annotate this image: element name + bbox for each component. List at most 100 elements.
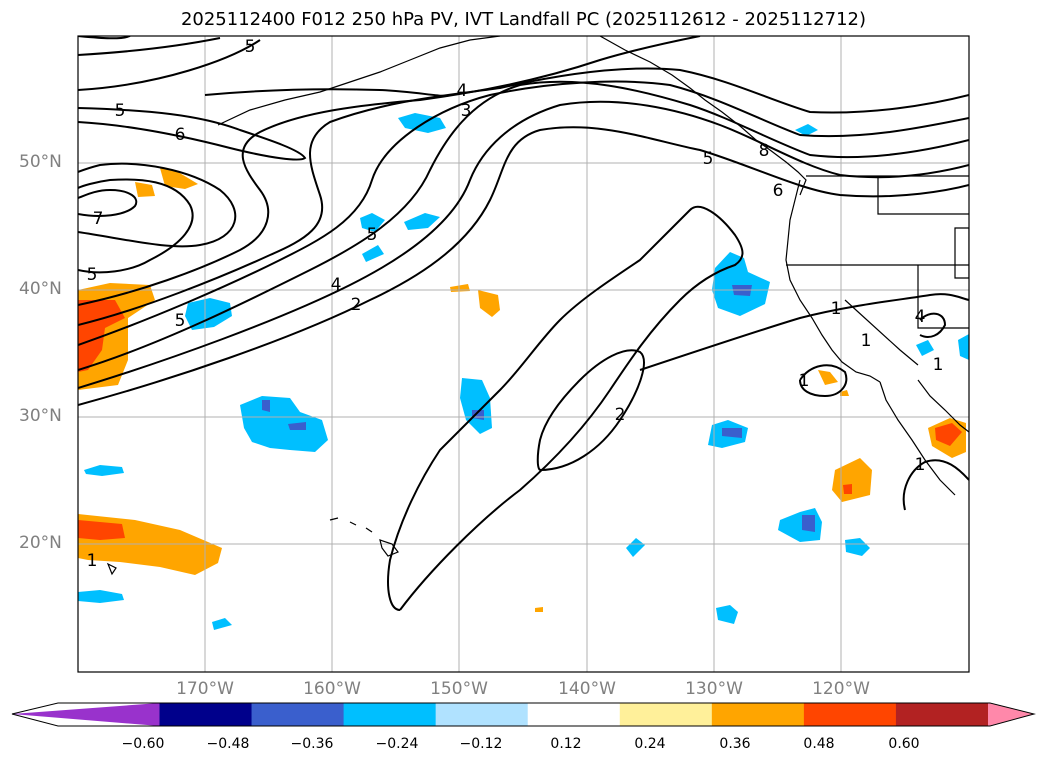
red-blob-baja [843,484,852,494]
contour-label: 4 [915,307,926,327]
colorbar-segment [711,703,805,726]
contour-label: 3 [461,101,472,121]
contour-label: 1 [831,299,842,319]
pv-contours [78,36,969,611]
contour-label: 5 [703,149,714,169]
darkblue-patch-east-mid [722,428,742,438]
orange-blob-socal [818,370,838,385]
colorbar-tick-label: −0.24 [375,736,419,752]
colorbar-tick-label: −0.48 [206,736,250,752]
blue-blob-7 [626,538,645,557]
contour-1-mexico [902,459,969,511]
lat-label: 40°N [19,279,62,299]
colorbar [11,702,1036,727]
contour-label: 5 [87,265,98,285]
red-region-south-west [78,520,125,540]
state-line-2 [877,176,969,215]
colorbar-segment [527,703,621,726]
blue-blob-3 [362,245,384,262]
contour-label: 6 [773,181,784,201]
colorbar-extend-min [12,703,160,726]
map-panel: 5 5 4 3 5 6 7 5 4 2 5 8 6 5 1 1 1 1 2 1 … [77,35,970,673]
contour-label: 1 [87,551,98,571]
colorbar-segment [803,703,897,726]
contour-label: 6 [175,125,186,145]
orange-dot-1 [535,607,543,612]
contour-label: 8 [759,141,770,161]
contour-2-inner [536,349,645,471]
lat-label: 20°N [19,533,62,553]
contour-1-east [639,293,969,371]
contour-label: 5 [367,225,378,245]
colorbar-segment [435,703,529,726]
aleutian-chain [217,36,501,126]
contour-label: 1 [933,355,944,375]
lon-label: 170°W [176,679,234,699]
lon-label: 150°W [430,679,488,699]
contour-2-loop [387,205,744,611]
contour-label: 4 [331,275,342,295]
lon-label: 160°W [303,679,361,699]
blue-blob-2 [404,213,440,230]
lake-box [954,227,969,279]
colorbar-tick-label: 0.12 [550,736,582,752]
contour-label: 7 [93,209,104,229]
contour-label: 5 [115,101,126,121]
orange-dot-2 [840,390,849,396]
contour-label: 5 [245,37,256,57]
orange-blob-baja [832,458,872,502]
darkblue-patch-hawaii-west-2 [288,422,306,430]
lat-label: 50°N [19,152,62,172]
colorbar-tick-label: 0.60 [888,736,920,752]
positive-anomaly-regions [78,168,966,612]
blue-region-offshore [712,252,770,316]
colorbar-tick-label: −0.60 [121,736,165,752]
colorbar-extend-max [988,703,1034,726]
darkblue-patch-hawaii-west-1 [262,400,270,412]
blue-region-dateline [185,298,232,330]
contour-label: 1 [861,331,872,351]
coastlines [106,36,969,576]
colorbar-segment [251,703,345,726]
contour-labels: 5 5 4 3 5 6 7 5 4 2 5 8 6 5 1 1 1 1 2 1 … [87,37,944,571]
lon-label: 120°W [812,679,870,699]
darkblue-patch-south-east [802,515,815,532]
small-island-1 [106,562,117,576]
colorbar-tick-label: 0.36 [719,736,751,752]
blue-blob-9 [795,124,818,136]
contour-label: 5 [175,311,186,331]
orange-blob-north-small [135,182,155,197]
map-frame [77,35,970,673]
contour-label: 1 [799,371,810,391]
blue-blob-4 [84,465,124,476]
negative-anomaly-regions [78,113,969,630]
blue-region-hawaii-west [240,396,328,452]
contour-1-baja [799,364,848,398]
lon-label: 140°W [558,679,616,699]
blue-blob-10 [845,538,870,556]
orange-blob-mid [478,290,500,317]
map-title: 2025112400 F012 250 hPa PV, IVT Landfall… [180,9,867,30]
state-line-3 [917,265,969,329]
blue-blob-11 [916,340,934,356]
alaska-coast [599,36,807,196]
colorbar-segment [619,703,713,726]
blue-blob-1 [360,213,385,232]
blue-region-south-east [778,508,822,542]
mexico-mainland [917,379,969,433]
colorbar-segment [343,703,437,726]
colorbar-segment [159,703,253,726]
baja-peninsula [879,381,956,496]
contour-1-socal [919,312,947,338]
colorbar-segment [895,703,989,726]
lat-label: 30°N [19,406,62,426]
colorbar-tick-label: −0.12 [459,736,503,752]
contour-label: 2 [351,295,362,315]
red-blob-mexico [935,423,962,446]
colorbar-tick-label: 0.24 [634,736,666,752]
blue-blob-12 [958,334,969,360]
contour-label: 1 [915,455,926,475]
blue-blob-6 [212,618,232,630]
nevada-line [844,299,919,366]
lon-label: 130°W [685,679,743,699]
